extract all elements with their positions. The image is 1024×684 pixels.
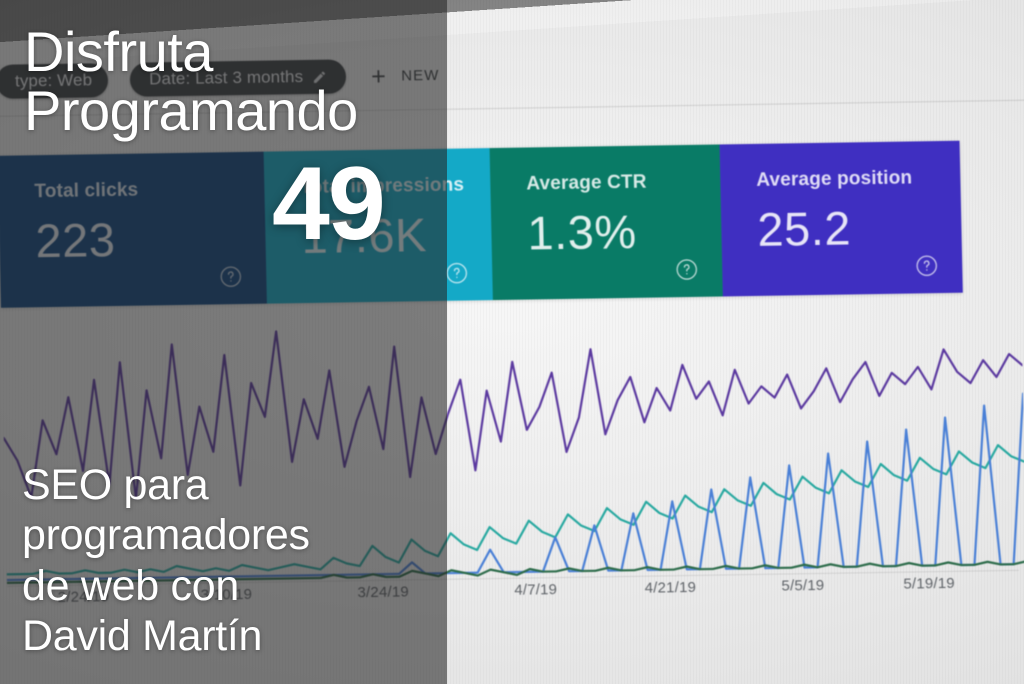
metric-cards-row: Total clicks 223 Total impressions 17.6K…: [0, 140, 963, 308]
new-filter-button[interactable]: NEW: [368, 64, 440, 86]
help-circle-icon[interactable]: [675, 258, 698, 281]
new-filter-button-label: NEW: [400, 66, 440, 84]
metric-card-total-impressions[interactable]: Total impressions 17.6K: [263, 148, 493, 304]
metric-value: 25.2: [756, 201, 852, 256]
metric-label: Average CTR: [526, 171, 647, 195]
cover-episode-number: 49: [272, 146, 386, 262]
plus-icon: [372, 69, 385, 82]
metric-value: 1.3%: [526, 204, 638, 260]
metric-label: Average position: [756, 167, 913, 191]
help-circle-icon[interactable]: [445, 261, 468, 284]
chart-x-tick-label: 5/5/19: [781, 576, 825, 595]
metric-label: Total clicks: [34, 179, 139, 203]
metric-card-total-clicks[interactable]: Total clicks 223: [0, 151, 267, 308]
cover-subtitle: SEO para programadores de web con David …: [22, 461, 310, 660]
chart-x-tick-label: 4/21/19: [644, 578, 697, 597]
help-circle-icon[interactable]: [915, 254, 938, 277]
metric-card-average-ctr[interactable]: Average CTR 1.3%: [489, 144, 723, 301]
chart-x-tick-label: 5/19/19: [903, 574, 956, 593]
chart-x-tick-label: 4/7/19: [514, 581, 558, 599]
metric-card-average-position[interactable]: Average position 25.2: [719, 140, 963, 297]
metric-value: 223: [34, 212, 116, 268]
cover-title: Disfruta Programando: [24, 20, 358, 143]
chart-x-tick-label: 3/24/19: [357, 583, 410, 602]
help-circle-icon[interactable]: [219, 265, 242, 288]
